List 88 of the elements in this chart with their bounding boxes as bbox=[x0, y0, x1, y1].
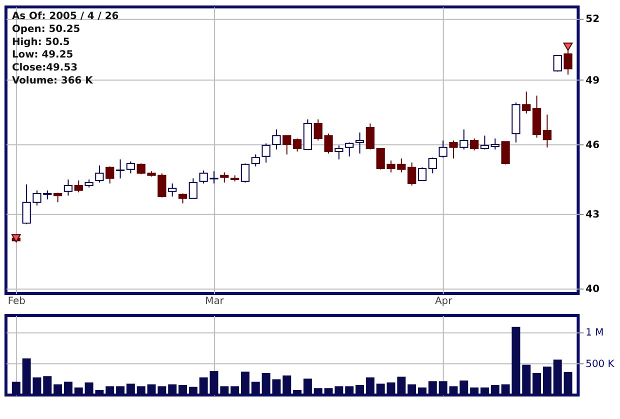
bar bbox=[43, 376, 52, 396]
bar bbox=[397, 376, 406, 396]
candlestick bbox=[490, 138, 500, 150]
bar bbox=[460, 380, 468, 396]
candlestick bbox=[116, 158, 125, 179]
bar bbox=[303, 378, 312, 396]
bar bbox=[74, 387, 83, 396]
candlestick bbox=[74, 180, 83, 193]
candlestick bbox=[501, 141, 510, 165]
bar bbox=[470, 387, 479, 396]
y-tick-label: 46 bbox=[586, 140, 600, 152]
bar bbox=[532, 372, 542, 396]
candlestick bbox=[292, 138, 302, 152]
bar bbox=[553, 360, 562, 396]
candlestick bbox=[460, 128, 468, 150]
bar bbox=[116, 386, 125, 396]
bar bbox=[210, 371, 218, 396]
bar bbox=[178, 384, 187, 396]
candlestick bbox=[428, 157, 437, 174]
bar bbox=[314, 388, 322, 396]
candlestick bbox=[126, 160, 136, 174]
candlestick bbox=[168, 182, 177, 198]
annotation: High: 50.5 bbox=[12, 36, 70, 48]
bar bbox=[564, 372, 572, 396]
bar bbox=[126, 384, 135, 396]
candlestick bbox=[355, 132, 364, 154]
candlestick bbox=[64, 179, 73, 196]
bar bbox=[386, 382, 396, 396]
bar bbox=[408, 384, 416, 396]
bar bbox=[106, 386, 114, 396]
y-tick-label: 49 bbox=[586, 75, 600, 86]
bar bbox=[490, 384, 500, 396]
candlestick bbox=[542, 114, 552, 148]
bar bbox=[240, 372, 250, 396]
y-tick-label: 43 bbox=[586, 210, 600, 221]
annotation: Low: 49.25 bbox=[12, 50, 74, 61]
bar bbox=[542, 366, 552, 396]
candlestick bbox=[106, 166, 114, 184]
bar bbox=[168, 384, 177, 396]
candlestick bbox=[240, 162, 250, 184]
candlestick bbox=[480, 135, 490, 150]
candlestick bbox=[408, 162, 416, 186]
bar bbox=[345, 386, 354, 396]
bar bbox=[282, 375, 292, 396]
candlestick bbox=[345, 142, 354, 157]
candlestick bbox=[522, 91, 531, 114]
candlestick bbox=[438, 140, 448, 158]
y-tick-label: 52 bbox=[586, 14, 600, 26]
bar bbox=[293, 390, 302, 396]
annotation: Volume: 366 K bbox=[12, 76, 94, 87]
bar bbox=[480, 387, 489, 396]
x-tick-label: Apr bbox=[434, 296, 454, 307]
bar bbox=[251, 382, 260, 396]
candlestick bbox=[178, 192, 188, 204]
bar bbox=[356, 384, 364, 396]
bar bbox=[54, 384, 62, 396]
candlestick bbox=[282, 135, 292, 155]
bar bbox=[136, 386, 146, 396]
x-tick-label: Feb bbox=[8, 296, 26, 307]
bar bbox=[220, 386, 229, 396]
x-tick-label: Mar bbox=[205, 296, 225, 307]
candlestick bbox=[220, 172, 229, 184]
annotation: As Of: 2005 / 4 / 26 bbox=[12, 10, 119, 22]
candlestick bbox=[272, 128, 281, 150]
candlestick bbox=[95, 165, 104, 184]
candlestick bbox=[262, 142, 270, 164]
candlestick bbox=[334, 144, 344, 160]
candlestick bbox=[366, 123, 374, 150]
bar bbox=[199, 377, 208, 396]
candlestick bbox=[449, 140, 458, 159]
annotation: Open: 50.25 bbox=[12, 24, 80, 35]
bar bbox=[230, 386, 240, 396]
candlestick bbox=[251, 154, 260, 167]
bar bbox=[428, 381, 437, 396]
y-tick-label: 1 M bbox=[586, 327, 604, 338]
bar bbox=[64, 382, 72, 396]
candlestick bbox=[418, 166, 427, 181]
y-tick-label: 40 bbox=[586, 284, 600, 295]
y-tick-label: 500 K bbox=[586, 358, 615, 370]
candlestick bbox=[188, 178, 198, 199]
bar bbox=[366, 377, 374, 396]
bar bbox=[12, 382, 20, 396]
candlestick bbox=[470, 138, 479, 151]
bar bbox=[188, 386, 198, 396]
bar bbox=[522, 364, 531, 396]
bar bbox=[376, 384, 385, 396]
bar bbox=[418, 387, 426, 396]
annotation: Close:49.53 bbox=[12, 62, 78, 74]
